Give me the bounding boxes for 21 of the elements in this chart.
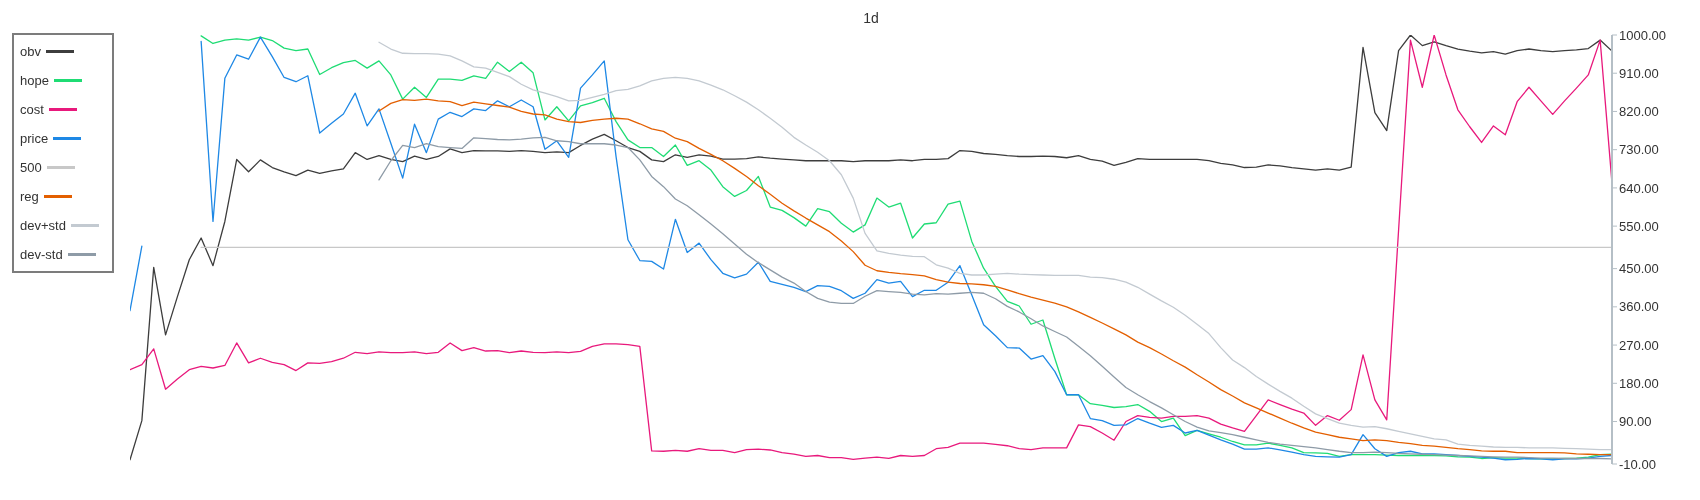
- y-tick-label: 270.00: [1619, 337, 1659, 353]
- y-tick-label: 730.00: [1619, 142, 1659, 158]
- legend-label: dev-std: [20, 247, 63, 262]
- legend-label: 500: [20, 160, 42, 175]
- y-tick-label: 180.00: [1619, 375, 1659, 391]
- y-tick-label: 450.00: [1619, 261, 1659, 277]
- y-tick-label: 550.00: [1619, 218, 1659, 234]
- y-tick-label: 90.00: [1619, 414, 1652, 430]
- legend-label: cost: [20, 102, 44, 117]
- legend-label: dev+std: [20, 218, 66, 233]
- y-tick-label: 640.00: [1619, 180, 1659, 196]
- y-tick-label: 910.00: [1619, 65, 1659, 81]
- legend-label: obv: [20, 44, 41, 59]
- chart-title: 1d: [862, 9, 880, 28]
- legend-label: hope: [20, 73, 49, 88]
- y-tick-label: 820.00: [1619, 104, 1659, 120]
- y-tick-label: 1000.00: [1619, 27, 1666, 43]
- y-tick-label: 360.00: [1619, 299, 1659, 315]
- legend-label: reg: [20, 189, 39, 204]
- y-tick-label: -10.00: [1619, 456, 1656, 472]
- legend-label: price: [20, 131, 49, 146]
